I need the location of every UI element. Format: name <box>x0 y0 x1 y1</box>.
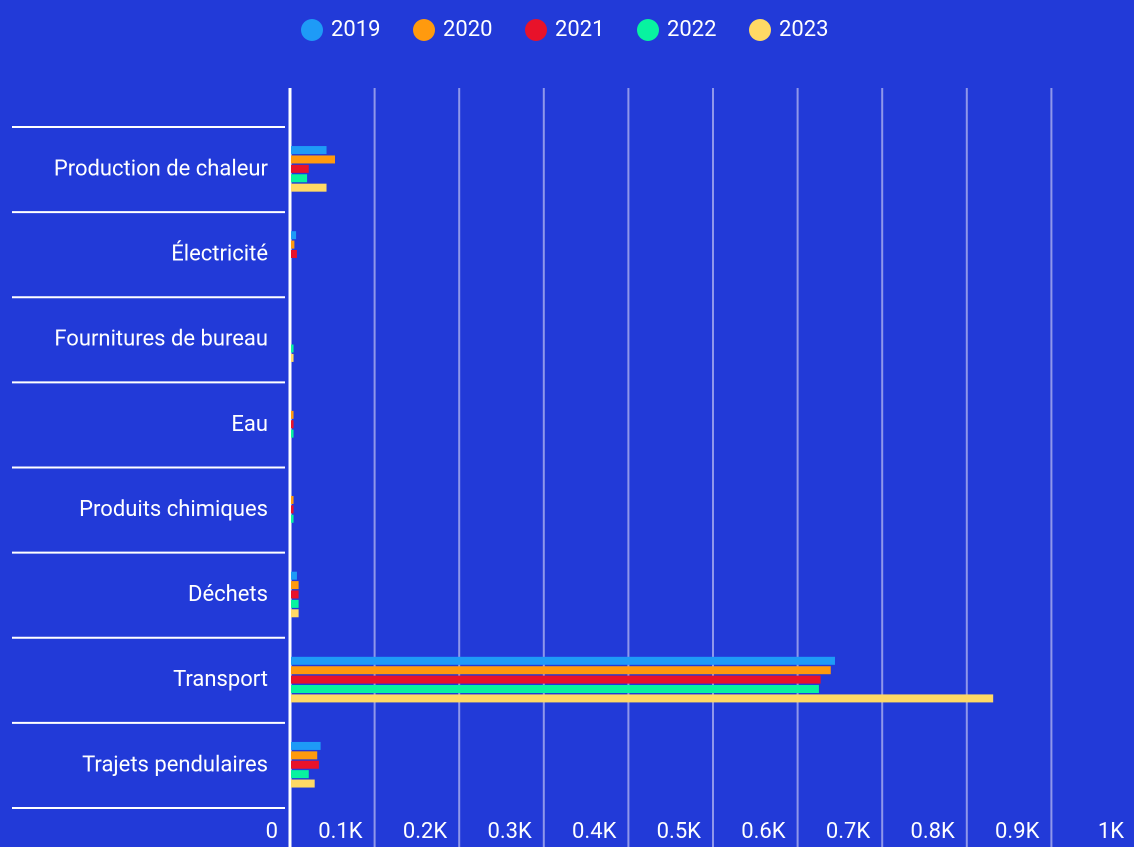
bar <box>291 694 994 703</box>
y-tick-label: Électricité <box>171 241 268 267</box>
legend-swatch <box>749 19 771 41</box>
y-tick-label: Production de chaleur <box>54 156 269 181</box>
bar <box>291 344 294 353</box>
y-tick-label: Eau <box>231 412 268 437</box>
bar <box>291 571 297 580</box>
bar <box>291 505 294 514</box>
legend-swatch <box>637 19 659 41</box>
x-tick-label: 0.4K <box>572 819 617 844</box>
bar <box>291 429 294 438</box>
x-tick-label: 0.1K <box>318 819 363 844</box>
x-tick-label: 0.5K <box>657 819 702 844</box>
bar <box>291 174 308 183</box>
bar <box>291 770 309 779</box>
y-tick-label: Produits chimiques <box>79 497 268 522</box>
bar <box>291 760 319 769</box>
legend-label: 2022 <box>667 17 716 42</box>
x-tick-label: 0.8K <box>910 819 955 844</box>
bar <box>291 590 299 599</box>
legend-label: 2021 <box>555 17 604 42</box>
x-tick-label: 1K <box>1098 819 1124 844</box>
y-tick-label: Déchets <box>188 582 268 607</box>
bar <box>291 685 819 694</box>
y-tick-label: Transport <box>173 667 268 692</box>
legend-label: 2020 <box>443 17 492 42</box>
bar <box>291 240 295 249</box>
bar <box>291 231 297 240</box>
bar <box>291 656 835 665</box>
legend-label: 2019 <box>331 17 380 42</box>
x-tick-label: 0.3K <box>487 819 532 844</box>
y-tick-label: Trajets pendulaires <box>82 752 268 777</box>
bar <box>291 599 299 608</box>
legend-swatch <box>413 19 435 41</box>
bar <box>291 155 335 164</box>
bar <box>291 146 327 155</box>
bar <box>291 353 294 362</box>
legend-swatch <box>301 19 323 41</box>
bar <box>291 495 294 504</box>
bar <box>291 609 299 618</box>
y-tick-label: Fournitures de bureau <box>54 327 268 352</box>
bar <box>291 410 294 419</box>
bar <box>291 164 309 173</box>
x-tick-label: 0 <box>266 819 278 844</box>
x-tick-label: 0.7K <box>826 819 871 844</box>
bar <box>291 741 321 750</box>
x-tick-label: 0.2K <box>403 819 448 844</box>
bar <box>291 183 327 192</box>
x-tick-label: 0.6K <box>741 819 786 844</box>
bar <box>291 581 299 590</box>
bar <box>291 675 821 684</box>
x-tick-label: 0.9K <box>995 819 1040 844</box>
bar <box>291 514 294 523</box>
bar <box>291 779 315 788</box>
legend-label: 2023 <box>779 17 828 42</box>
bar <box>291 666 831 675</box>
legend-swatch <box>525 19 547 41</box>
bar <box>291 420 294 429</box>
bar <box>291 751 318 760</box>
bar <box>291 249 297 258</box>
